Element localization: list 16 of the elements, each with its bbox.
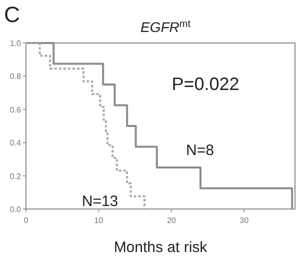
annotation: N=8: [186, 142, 214, 159]
text: C: [4, 2, 20, 27]
x-tick-label: 0: [24, 216, 29, 225]
annotation: P=0.022: [172, 74, 240, 94]
y-tick-label: 1.0: [10, 39, 22, 48]
chart-title: EGFR$^{mt}$: [140, 18, 191, 35]
y-tick-label: 0.8: [10, 72, 22, 82]
x-tick-label: 20: [166, 216, 176, 225]
y-tick-label: 0.6: [10, 105, 22, 114]
annotation: N=13: [82, 193, 118, 210]
x-axis-title: Months at risk: [114, 239, 208, 256]
x-tick-label: 10: [94, 216, 104, 225]
x-tick-label: 30: [240, 216, 250, 225]
y-tick-label: 0.0: [10, 205, 22, 214]
y-tick-label: 0.4: [10, 138, 22, 148]
y-tick-label: 0.2: [10, 172, 22, 181]
